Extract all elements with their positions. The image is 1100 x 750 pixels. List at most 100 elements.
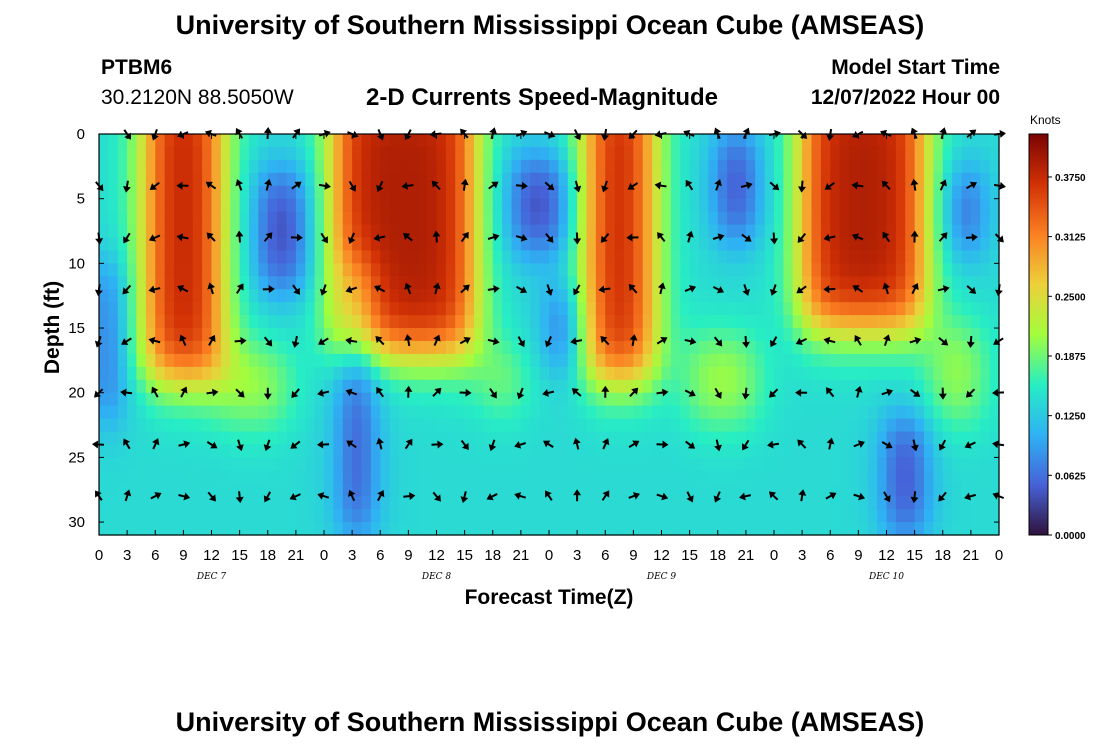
heatmap-cell — [577, 172, 588, 187]
heatmap-cell — [661, 263, 672, 277]
heatmap-cell — [145, 172, 156, 187]
heatmap-cell — [277, 483, 288, 497]
heatmap-cell — [567, 198, 578, 213]
x-axis: 0 3 6 9 12 15 18 21 0 3 6 9 12 15 18 21 0 3 6 9 12 15 18 21 0 3 6 9… — [95, 134, 1003, 582]
heatmap-cell — [211, 237, 222, 252]
heatmap-cell — [389, 289, 400, 303]
heatmap-cell — [361, 366, 372, 381]
heatmap-cell — [652, 146, 663, 161]
heatmap-cell — [380, 444, 391, 458]
heatmap-cell — [783, 289, 794, 303]
arrow-head — [626, 233, 633, 242]
heatmap-cell — [464, 366, 475, 381]
heatmap-cell — [877, 496, 888, 510]
heatmap-cell — [258, 211, 269, 226]
heatmap-cell — [192, 483, 203, 497]
heatmap-cell — [905, 431, 916, 446]
heatmap-cell — [530, 470, 541, 484]
heatmap-cell — [520, 198, 531, 213]
x-tick-label: 9 — [629, 547, 637, 564]
heatmap-cell — [905, 328, 916, 342]
heatmap-cell — [220, 353, 231, 368]
heatmap-cell — [427, 224, 438, 239]
heatmap-cell — [586, 496, 597, 510]
heatmap-cell — [99, 457, 109, 471]
heatmap-cell — [258, 470, 269, 484]
heatmap-cell — [174, 340, 184, 355]
heatmap-cell — [933, 509, 944, 523]
heatmap-cell — [989, 198, 1000, 213]
heatmap-cell — [483, 315, 494, 329]
heatmap-cell — [399, 315, 409, 329]
heatmap-cell — [783, 470, 794, 484]
arrow-head — [345, 388, 353, 397]
arrow-head — [123, 236, 130, 244]
heatmap-cell — [295, 340, 306, 355]
heatmap-cell — [155, 470, 166, 484]
heatmap-cell — [502, 392, 513, 407]
heatmap-cell — [127, 276, 138, 290]
heatmap-cell — [670, 470, 681, 484]
heatmap-cell — [249, 328, 259, 342]
heatmap-cell — [952, 457, 963, 471]
heatmap-cell — [127, 134, 138, 148]
heatmap-cell — [314, 522, 325, 536]
heatmap-cell — [933, 328, 944, 342]
heatmap-cell — [380, 431, 391, 446]
heatmap-cell — [511, 470, 522, 484]
heatmap-cell — [352, 224, 363, 239]
heatmap-cell — [333, 146, 344, 161]
heatmap-cell — [145, 379, 156, 394]
heatmap-cell — [286, 496, 297, 510]
heatmap-cell — [155, 315, 166, 329]
heatmap-cell — [830, 315, 841, 329]
heatmap-cell — [230, 250, 241, 264]
heatmap-cell — [211, 444, 222, 458]
heatmap-cell — [614, 392, 625, 407]
heatmap-cell — [239, 509, 250, 523]
heatmap-cell — [642, 146, 653, 161]
heatmap-cell — [642, 263, 653, 277]
heatmap-cell — [595, 263, 606, 277]
heatmap-cell — [502, 418, 513, 433]
heatmap-cell — [502, 457, 513, 471]
heatmap-cell — [886, 302, 897, 316]
heatmap-cell — [670, 185, 681, 200]
heatmap-cell — [314, 470, 325, 484]
heatmap-cell — [820, 328, 831, 342]
heatmap-cell — [380, 237, 391, 252]
heatmap-cell — [961, 457, 972, 471]
heatmap-cell — [708, 289, 719, 303]
heatmap-cell — [127, 418, 138, 433]
current-arrow — [798, 180, 806, 193]
arrow-head — [938, 443, 946, 451]
arrow-head — [517, 339, 525, 348]
heatmap-cell — [839, 146, 850, 161]
current-arrow — [770, 336, 778, 348]
heatmap-cell — [164, 198, 175, 213]
heatmap-cell — [886, 328, 897, 342]
arrow-head — [516, 392, 525, 400]
arrow-head — [745, 181, 753, 190]
heatmap-cell — [230, 185, 241, 200]
heatmap-cell — [305, 302, 316, 316]
heatmap-cell — [352, 431, 363, 446]
arrow-head — [460, 496, 469, 503]
heatmap-cell — [811, 237, 822, 252]
heatmap-cell — [192, 366, 203, 381]
x-tick-label: 12 — [653, 547, 670, 564]
heatmap-cell — [511, 444, 522, 458]
heatmap-cell — [642, 379, 653, 394]
heatmap-cell — [417, 224, 428, 239]
heatmap-cell — [380, 379, 391, 394]
heatmap-cell — [155, 392, 166, 407]
heatmap-cell — [661, 328, 672, 342]
heatmap-cell — [905, 366, 916, 381]
heatmap-cell — [539, 496, 550, 510]
heatmap-cell — [774, 366, 784, 381]
heatmap-cell — [839, 496, 850, 510]
heatmap-cell — [980, 405, 991, 420]
heatmap-cell — [520, 366, 531, 381]
heatmap-cell — [849, 366, 859, 381]
current-arrow — [403, 492, 416, 501]
